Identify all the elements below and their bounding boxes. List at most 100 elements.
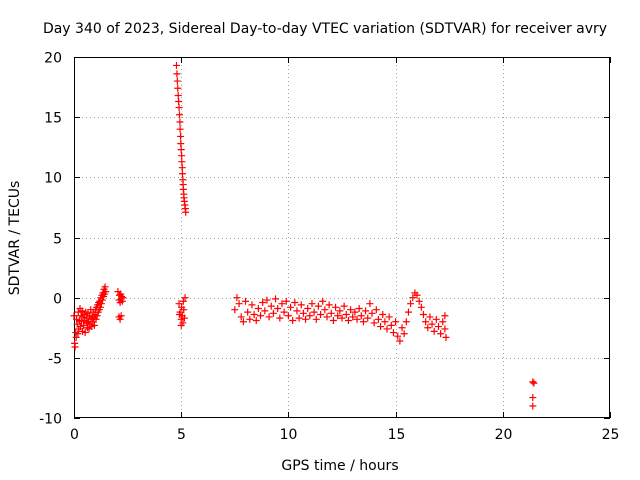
data-point-plus (182, 208, 190, 216)
data-point-plus (434, 323, 442, 331)
data-point-plus (383, 325, 391, 333)
data-point-plus (173, 70, 181, 78)
data-point-plus (432, 315, 440, 323)
data-point-plus (117, 312, 125, 320)
data-point-plus (248, 301, 256, 309)
data-point-plus (246, 315, 254, 323)
data-point-plus (252, 317, 260, 325)
data-point-plus (276, 314, 284, 322)
data-point-plus (71, 343, 79, 351)
x-tick-label: 15 (388, 427, 406, 443)
data-point-plus (172, 61, 180, 69)
data-point-plus (233, 294, 241, 302)
data-point-plus (261, 307, 269, 315)
data-point-plus (74, 330, 82, 338)
data-point-plus (344, 317, 352, 325)
data-point-plus (349, 313, 357, 321)
data-point-plus (293, 307, 301, 315)
data-point-plus (389, 329, 397, 337)
data-point-plus (180, 314, 188, 322)
data-point-plus (99, 296, 107, 304)
data-point-plus (424, 324, 432, 332)
data-point-plus (118, 297, 126, 305)
data-point-plus (175, 300, 183, 308)
data-point-plus (338, 314, 346, 322)
data-point-plus (257, 312, 265, 320)
data-point-plus (101, 283, 109, 291)
y-tick-label: 10 (44, 171, 62, 187)
data-point-plus (325, 301, 333, 309)
data-point-plus (90, 321, 98, 329)
data-point-plus (355, 304, 363, 312)
y-axis-tick-labels: -10 -5 0 5 10 15 20 (39, 51, 62, 428)
data-point-plus (259, 298, 267, 306)
data-point-plus (366, 300, 374, 308)
data-point-plus (235, 300, 243, 308)
x-tick-label: 25 (602, 427, 620, 443)
data-point-plus (385, 313, 393, 321)
data-point-plus (84, 324, 92, 332)
data-point-plus (74, 308, 82, 316)
data-point-plus (178, 164, 186, 172)
data-point-plus (299, 309, 307, 317)
data-point-plus (387, 321, 395, 329)
data-point-plus (404, 308, 412, 316)
data-point-plus (237, 313, 245, 321)
data-point-plus (97, 300, 105, 308)
data-point-plus (175, 104, 183, 112)
data-point-plus (269, 309, 277, 317)
data-points (70, 61, 538, 410)
data-point-plus (419, 311, 427, 319)
data-point-plus (282, 297, 290, 305)
data-point-plus (442, 333, 450, 341)
y-tick-label: 15 (44, 111, 62, 127)
data-point-plus (72, 333, 80, 341)
data-point-plus (177, 146, 185, 154)
data-point-plus (428, 320, 436, 328)
data-point-plus (530, 379, 538, 387)
data-point-plus (174, 92, 182, 100)
data-point-plus (417, 303, 425, 311)
data-point-plus (400, 330, 408, 338)
data-point-plus (181, 294, 189, 302)
data-point-plus (178, 170, 186, 178)
data-point-plus (289, 317, 297, 325)
data-point-plus (312, 315, 320, 323)
data-point-plus (359, 318, 367, 326)
y-tick-label: -5 (48, 352, 62, 368)
data-point-plus (381, 318, 389, 326)
data-point-plus (70, 312, 78, 320)
x-axis-label: GPS time / hours (281, 458, 398, 474)
data-point-plus (379, 311, 387, 319)
data-point-plus (291, 298, 299, 306)
data-point-plus (329, 317, 337, 325)
data-point-plus (319, 297, 327, 305)
data-point-plus (274, 304, 282, 312)
data-point-plus (178, 152, 186, 160)
data-point-plus (364, 314, 372, 322)
data-point-plus (308, 300, 316, 308)
data-point-plus (370, 319, 378, 327)
data-point-plus (265, 313, 273, 321)
data-point-plus (272, 295, 280, 303)
data-point-plus (175, 311, 183, 319)
data-point-plus (267, 302, 275, 310)
data-point-plus (398, 324, 406, 332)
x-tick-label: 10 (280, 427, 298, 443)
data-point-plus (177, 140, 185, 148)
data-point-plus (368, 309, 376, 317)
data-point-plus (327, 309, 335, 317)
x-axis-tick-labels: 0 5 10 15 20 25 (70, 427, 619, 443)
data-point-plus (353, 315, 361, 323)
data-point-plus (116, 315, 124, 323)
data-point-plus (81, 329, 89, 337)
data-point-plus (430, 327, 438, 335)
data-point-plus (310, 308, 318, 316)
data-point-plus (372, 306, 380, 314)
data-point-plus (304, 304, 312, 312)
data-point-plus (119, 294, 127, 302)
data-point-plus (250, 311, 258, 319)
data-point-plus (441, 312, 449, 320)
data-point-plus (179, 297, 187, 305)
data-point-plus (407, 300, 415, 308)
